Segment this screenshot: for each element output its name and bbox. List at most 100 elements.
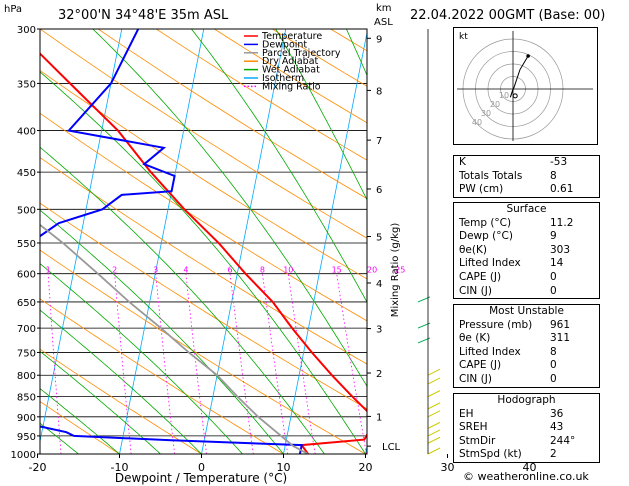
hodo-value: 36	[550, 407, 564, 420]
indices-table: K -53 Totals Totals 8 PW (cm) 0.61	[453, 155, 600, 198]
isotherm-line	[283, 30, 367, 454]
index-key: K	[459, 156, 466, 168]
pressure-tick-label: 1000	[11, 450, 36, 461]
hodograph-ring-label: 40	[472, 118, 482, 127]
most-unstable-table: Most Unstable Pressure (mb) 961 θe (K) 311 L…	[453, 304, 600, 388]
km-tick-label: 5	[376, 232, 382, 243]
temperature-tick-label: 20	[359, 461, 373, 474]
km-tick-label: 9	[376, 34, 382, 45]
plot-frame	[39, 28, 368, 455]
surface-key: Lifted Index	[459, 257, 521, 270]
mu-value: 961	[550, 318, 571, 331]
hodo-key: StmDir	[459, 434, 496, 447]
surface-row: CIN (J) 0	[454, 285, 599, 299]
surface-title: Surface	[506, 203, 547, 215]
pressure-tick-label: 800	[17, 371, 36, 382]
wet-adiabat-line	[40, 388, 120, 454]
mixing-ratio-line	[47, 273, 62, 454]
surface-row: Temp (°C) 11.2	[454, 217, 599, 231]
mu-key: θe (K)	[459, 332, 491, 345]
km-tick-label: 2	[376, 369, 382, 380]
surface-key: CIN (J)	[459, 284, 492, 297]
mixing-ratio-label: 10	[283, 266, 293, 275]
dry-adiabat-line	[40, 249, 366, 454]
pressure-tick-label: 900	[17, 413, 36, 424]
mu-value: 0	[550, 359, 557, 372]
dry-adiabat-line	[40, 202, 367, 410]
asl-label: ASL	[374, 17, 393, 28]
surface-row: θe(K) 303	[454, 244, 599, 258]
surface-value: 0	[550, 270, 557, 283]
mixing-ratio-label: 20	[367, 266, 377, 275]
parcel-trajectory-trace	[40, 223, 309, 454]
mu-row: Lifted Index 8	[454, 346, 599, 360]
wet-adiabat-line	[92, 29, 367, 388]
pressure-tick-label: 950	[17, 432, 36, 443]
km-label: km	[376, 3, 392, 14]
hodo-key: EH	[459, 407, 474, 420]
mixing-ratio-label: 25	[395, 266, 405, 275]
index-row: Totals Totals 8	[454, 170, 599, 184]
footer-credit: © weatheronline.co.uk	[463, 470, 589, 483]
pressure-tick-label: 550	[17, 239, 36, 250]
isotherm-line	[612, 29, 629, 454]
wind-barb	[427, 402, 441, 410]
x-axis-label: Dewpoint / Temperature (°C)	[115, 471, 287, 485]
mu-key: Lifted Index	[459, 345, 521, 358]
isotherm-line	[119, 29, 205, 454]
surface-key: CAPE (J)	[459, 270, 502, 283]
pressure-tick-label: 350	[17, 79, 36, 90]
legend-label: Temperature	[261, 31, 322, 42]
temperature-tick-label: -20	[29, 461, 47, 474]
pressure-tick-label: 500	[17, 205, 36, 216]
wind-barb	[427, 410, 441, 418]
wet-adiabat-line	[40, 422, 79, 454]
pressure-tick-label: 400	[17, 127, 36, 138]
km-tick-label: 1	[376, 412, 382, 423]
wind-barb	[427, 436, 441, 444]
mixing-ratio-label: 4	[183, 266, 188, 275]
hodograph-ring-label: 10	[499, 91, 509, 100]
wet-adiabat-line	[40, 309, 202, 454]
surface-key: Dewp (°C)	[459, 230, 513, 243]
index-value: 8	[550, 169, 557, 182]
dewpoint-trace	[40, 29, 303, 454]
hodo-key: StmSpd (kt)	[459, 448, 522, 461]
km-tick-label: 3	[376, 325, 382, 336]
km-tick-label: LCL	[382, 442, 401, 453]
wind-barb	[427, 368, 441, 376]
surface-value: 14	[550, 257, 564, 270]
wind-barb	[427, 377, 441, 385]
mu-key: Pressure (mb)	[459, 318, 533, 331]
dry-adiabat-line	[97, 29, 367, 200]
hpa-label: hPa	[4, 4, 23, 15]
most-unstable-title: Most Unstable	[489, 305, 564, 317]
km-tick-label: 8	[376, 86, 382, 97]
hodograph-frame	[453, 27, 598, 145]
legend-label: Mixing Ratio	[262, 81, 321, 92]
hodograph-ring-label: 30	[481, 109, 491, 118]
pressure-tick-label: 700	[17, 324, 36, 335]
temperature-tick-label: -10	[111, 461, 129, 474]
wet-adiabat-line	[40, 146, 325, 454]
index-key: Totals Totals	[459, 169, 523, 182]
pressure-tick-label: 750	[17, 348, 36, 359]
wet-adiabat-line	[275, 29, 367, 201]
wet-adiabat-line	[191, 29, 367, 303]
mixing-ratio-label: 15	[332, 266, 342, 275]
dry-adiabat-line	[40, 348, 202, 454]
mixing-ratio-line	[114, 273, 132, 454]
hodograph-unit-label: kt	[459, 32, 468, 42]
surface-row: Lifted Index 14	[454, 257, 599, 271]
dry-adiabat-line	[40, 298, 284, 454]
hodograph-ring-label: 20	[490, 100, 500, 109]
surface-row: Dewp (°C) 9	[454, 230, 599, 244]
legend-label: Dry Adiabat	[262, 56, 319, 67]
pressure-tick-label: 450	[17, 168, 36, 179]
hodo-row: EH 36	[454, 408, 599, 422]
surface-value: 9	[550, 230, 557, 243]
hodograph-table-title: Hodograph	[497, 394, 556, 406]
mixing-ratio-label: 1	[46, 266, 51, 275]
